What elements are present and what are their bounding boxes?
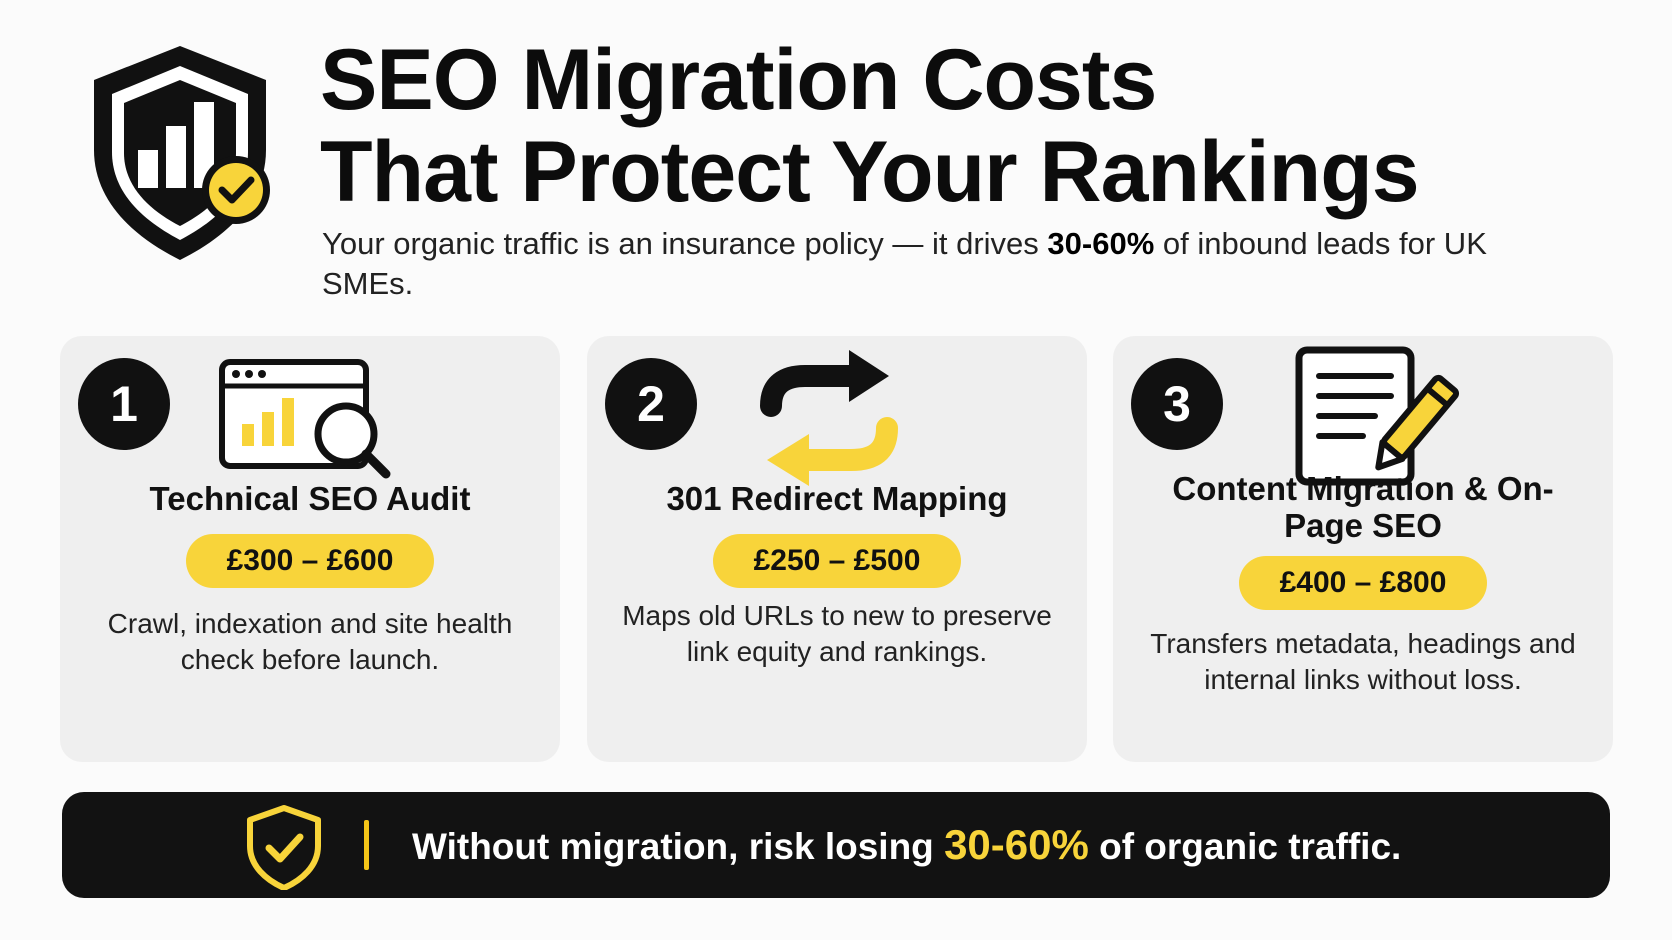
step-number-badge: 2 [605, 358, 697, 450]
shield-check-icon [247, 805, 321, 890]
cost-card-redirect-mapping: 2 301 Redirect Mapping £250 – £500 Maps … [587, 336, 1087, 762]
price-badge: £250 – £500 [713, 534, 961, 588]
browser-search-chart-icon [219, 359, 391, 479]
banner-highlight: 30-60% [944, 821, 1089, 868]
price-badge: £300 – £600 [186, 534, 434, 588]
banner-divider [364, 820, 369, 870]
banner-text-end: of organic traffic. [1088, 826, 1402, 867]
banner-text-start: Without migration, risk losing [412, 826, 945, 867]
subtitle-text: Your organic traffic is an insurance pol… [322, 226, 1048, 261]
page-subtitle: Your organic traffic is an insurance pol… [322, 224, 1522, 304]
subtitle-stat: 30-60% [1047, 226, 1155, 261]
step-number-badge: 3 [1131, 358, 1223, 450]
card-description: Crawl, indexation and site health check … [107, 608, 513, 675]
card-title: Technical SEO Audit [149, 480, 471, 517]
title-line-1: SEO Migration Costs [320, 32, 1157, 128]
card-title: Content Migration & On-Page SEO [1172, 470, 1554, 544]
cost-card-technical-audit: 1 Technical SEO Audit £300 – £600 Crawl,… [60, 336, 560, 762]
title-line-2: That Protect Your Rankings [320, 124, 1420, 220]
card-description: Maps old URLs to new to preserve link eq… [622, 600, 1052, 667]
subtitle-text-end: of inbound leads for UK SMEs. [322, 226, 1487, 301]
card-title: 301 Redirect Mapping [666, 480, 1008, 517]
redirect-arrows-icon [760, 350, 898, 486]
document-pencil-icon [1295, 346, 1460, 486]
warning-banner: Without migration, risk losing 30-60% of… [62, 792, 1610, 898]
cost-card-content-migration: 3 Content Migration & On-Page SEO £400 –… [1113, 336, 1613, 762]
card-description: Transfers metadata, headings and interna… [1150, 628, 1576, 695]
banner-message: Without migration, risk losing 30-60% of… [412, 792, 1401, 898]
step-number-badge: 1 [78, 358, 170, 450]
shield-chart-check-icon [94, 46, 270, 260]
page-title: SEO Migration Costs That Protect Your Ra… [320, 32, 1420, 220]
price-badge: £400 – £800 [1239, 556, 1487, 610]
